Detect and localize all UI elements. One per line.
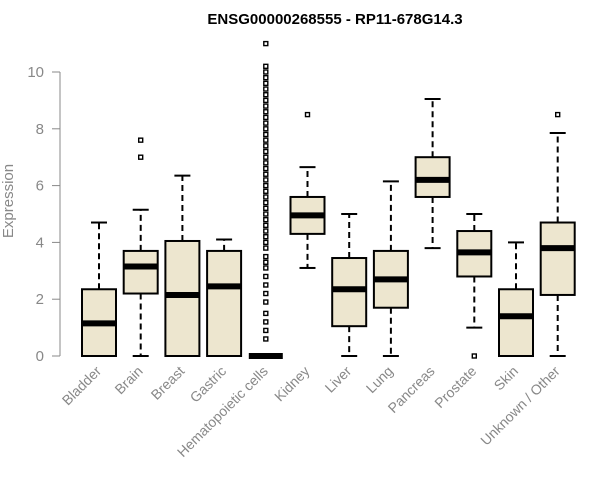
outlier-point xyxy=(263,253,269,260)
outlier-point xyxy=(471,353,477,359)
x-tick-label: Brain xyxy=(111,363,145,397)
box-9 xyxy=(456,213,493,359)
outlier-point xyxy=(263,86,269,92)
box-10 xyxy=(498,241,534,358)
outlier-point xyxy=(263,171,269,177)
outlier-point xyxy=(263,143,269,149)
box-rect xyxy=(539,221,576,296)
outlier-point xyxy=(263,188,269,194)
outlier-point xyxy=(304,111,311,118)
outlier-point xyxy=(263,222,269,229)
x-tick-label: Unknown / Other xyxy=(477,363,563,449)
y-tick-label: 4 xyxy=(36,234,44,251)
box-7 xyxy=(372,180,409,357)
x-tick-label: Bladder xyxy=(59,363,105,409)
outlier-point xyxy=(263,148,269,155)
x-tick-label: Liver xyxy=(322,363,355,396)
outlier-point xyxy=(263,336,269,342)
outlier-point xyxy=(263,245,269,251)
x-tick-label: Kidney xyxy=(271,363,313,405)
outlier-point xyxy=(137,137,144,143)
chart-title: ENSG00000268555 - RP11-678G14.3 xyxy=(207,11,462,28)
outlier-point xyxy=(263,92,269,98)
y-tick-label: 6 xyxy=(36,178,44,195)
box-6 xyxy=(331,213,368,357)
outlier-point xyxy=(263,194,269,200)
outlier-point xyxy=(263,114,269,121)
outlier-point xyxy=(263,310,269,317)
outlier-point xyxy=(263,165,269,172)
outlier-point xyxy=(263,63,269,70)
box-rect xyxy=(122,249,159,295)
y-axis-ticks: 0 2 4 6 8 10 xyxy=(27,64,60,365)
outlier-point xyxy=(263,182,269,189)
outlier-point xyxy=(263,259,269,265)
box-rect xyxy=(498,288,534,358)
box-3 xyxy=(206,238,243,357)
outlier-point xyxy=(263,216,269,223)
box-8 xyxy=(414,97,451,250)
box-1 xyxy=(122,137,159,357)
box-11 xyxy=(539,111,576,357)
outlier-point xyxy=(263,299,269,305)
outlier-point xyxy=(263,327,269,334)
y-tick-label: 2 xyxy=(36,291,44,308)
y-tick-label: 8 xyxy=(36,121,44,138)
outlier-point xyxy=(263,211,269,217)
outlier-point xyxy=(263,74,269,81)
outlier-point xyxy=(263,177,269,183)
y-axis-label: Expression xyxy=(0,164,17,238)
outlier-point xyxy=(263,205,269,212)
outlier-point xyxy=(263,290,269,297)
outlier-point xyxy=(263,199,269,206)
outlier-point xyxy=(263,137,269,143)
box-5 xyxy=(289,111,326,269)
outlier-point xyxy=(263,265,269,271)
outlier-point xyxy=(263,273,269,280)
outlier-point xyxy=(263,160,269,166)
box-rect xyxy=(206,249,243,357)
outlier-point xyxy=(263,97,269,104)
x-tick-label: Lung xyxy=(363,363,396,396)
outlier-point xyxy=(263,131,269,138)
y-tick-label: 10 xyxy=(27,64,44,81)
outlier-point xyxy=(263,239,269,246)
boxes-group xyxy=(81,40,576,359)
box-rect xyxy=(164,239,201,357)
outlier-point xyxy=(263,282,269,288)
x-tick-label: Prostate xyxy=(431,363,479,411)
y-tick-label: 0 xyxy=(36,348,44,365)
outlier-point xyxy=(263,69,269,75)
box-2 xyxy=(164,174,201,357)
outlier-point xyxy=(263,109,269,115)
outlier-point xyxy=(137,154,144,160)
box-0 xyxy=(81,221,117,358)
box-4 xyxy=(248,40,283,359)
outlier-point xyxy=(263,103,269,109)
x-tick-label: Skin xyxy=(491,363,522,394)
x-tick-label: Breast xyxy=(148,363,188,403)
outlier-point xyxy=(263,40,269,47)
outlier-point xyxy=(263,319,269,325)
outlier-point xyxy=(263,154,269,160)
outlier-point xyxy=(263,120,269,126)
outlier-point xyxy=(263,80,269,87)
outlier-point xyxy=(263,126,269,132)
outlier-point xyxy=(263,234,269,240)
outlier-point xyxy=(555,111,561,118)
outlier-point xyxy=(263,228,269,234)
